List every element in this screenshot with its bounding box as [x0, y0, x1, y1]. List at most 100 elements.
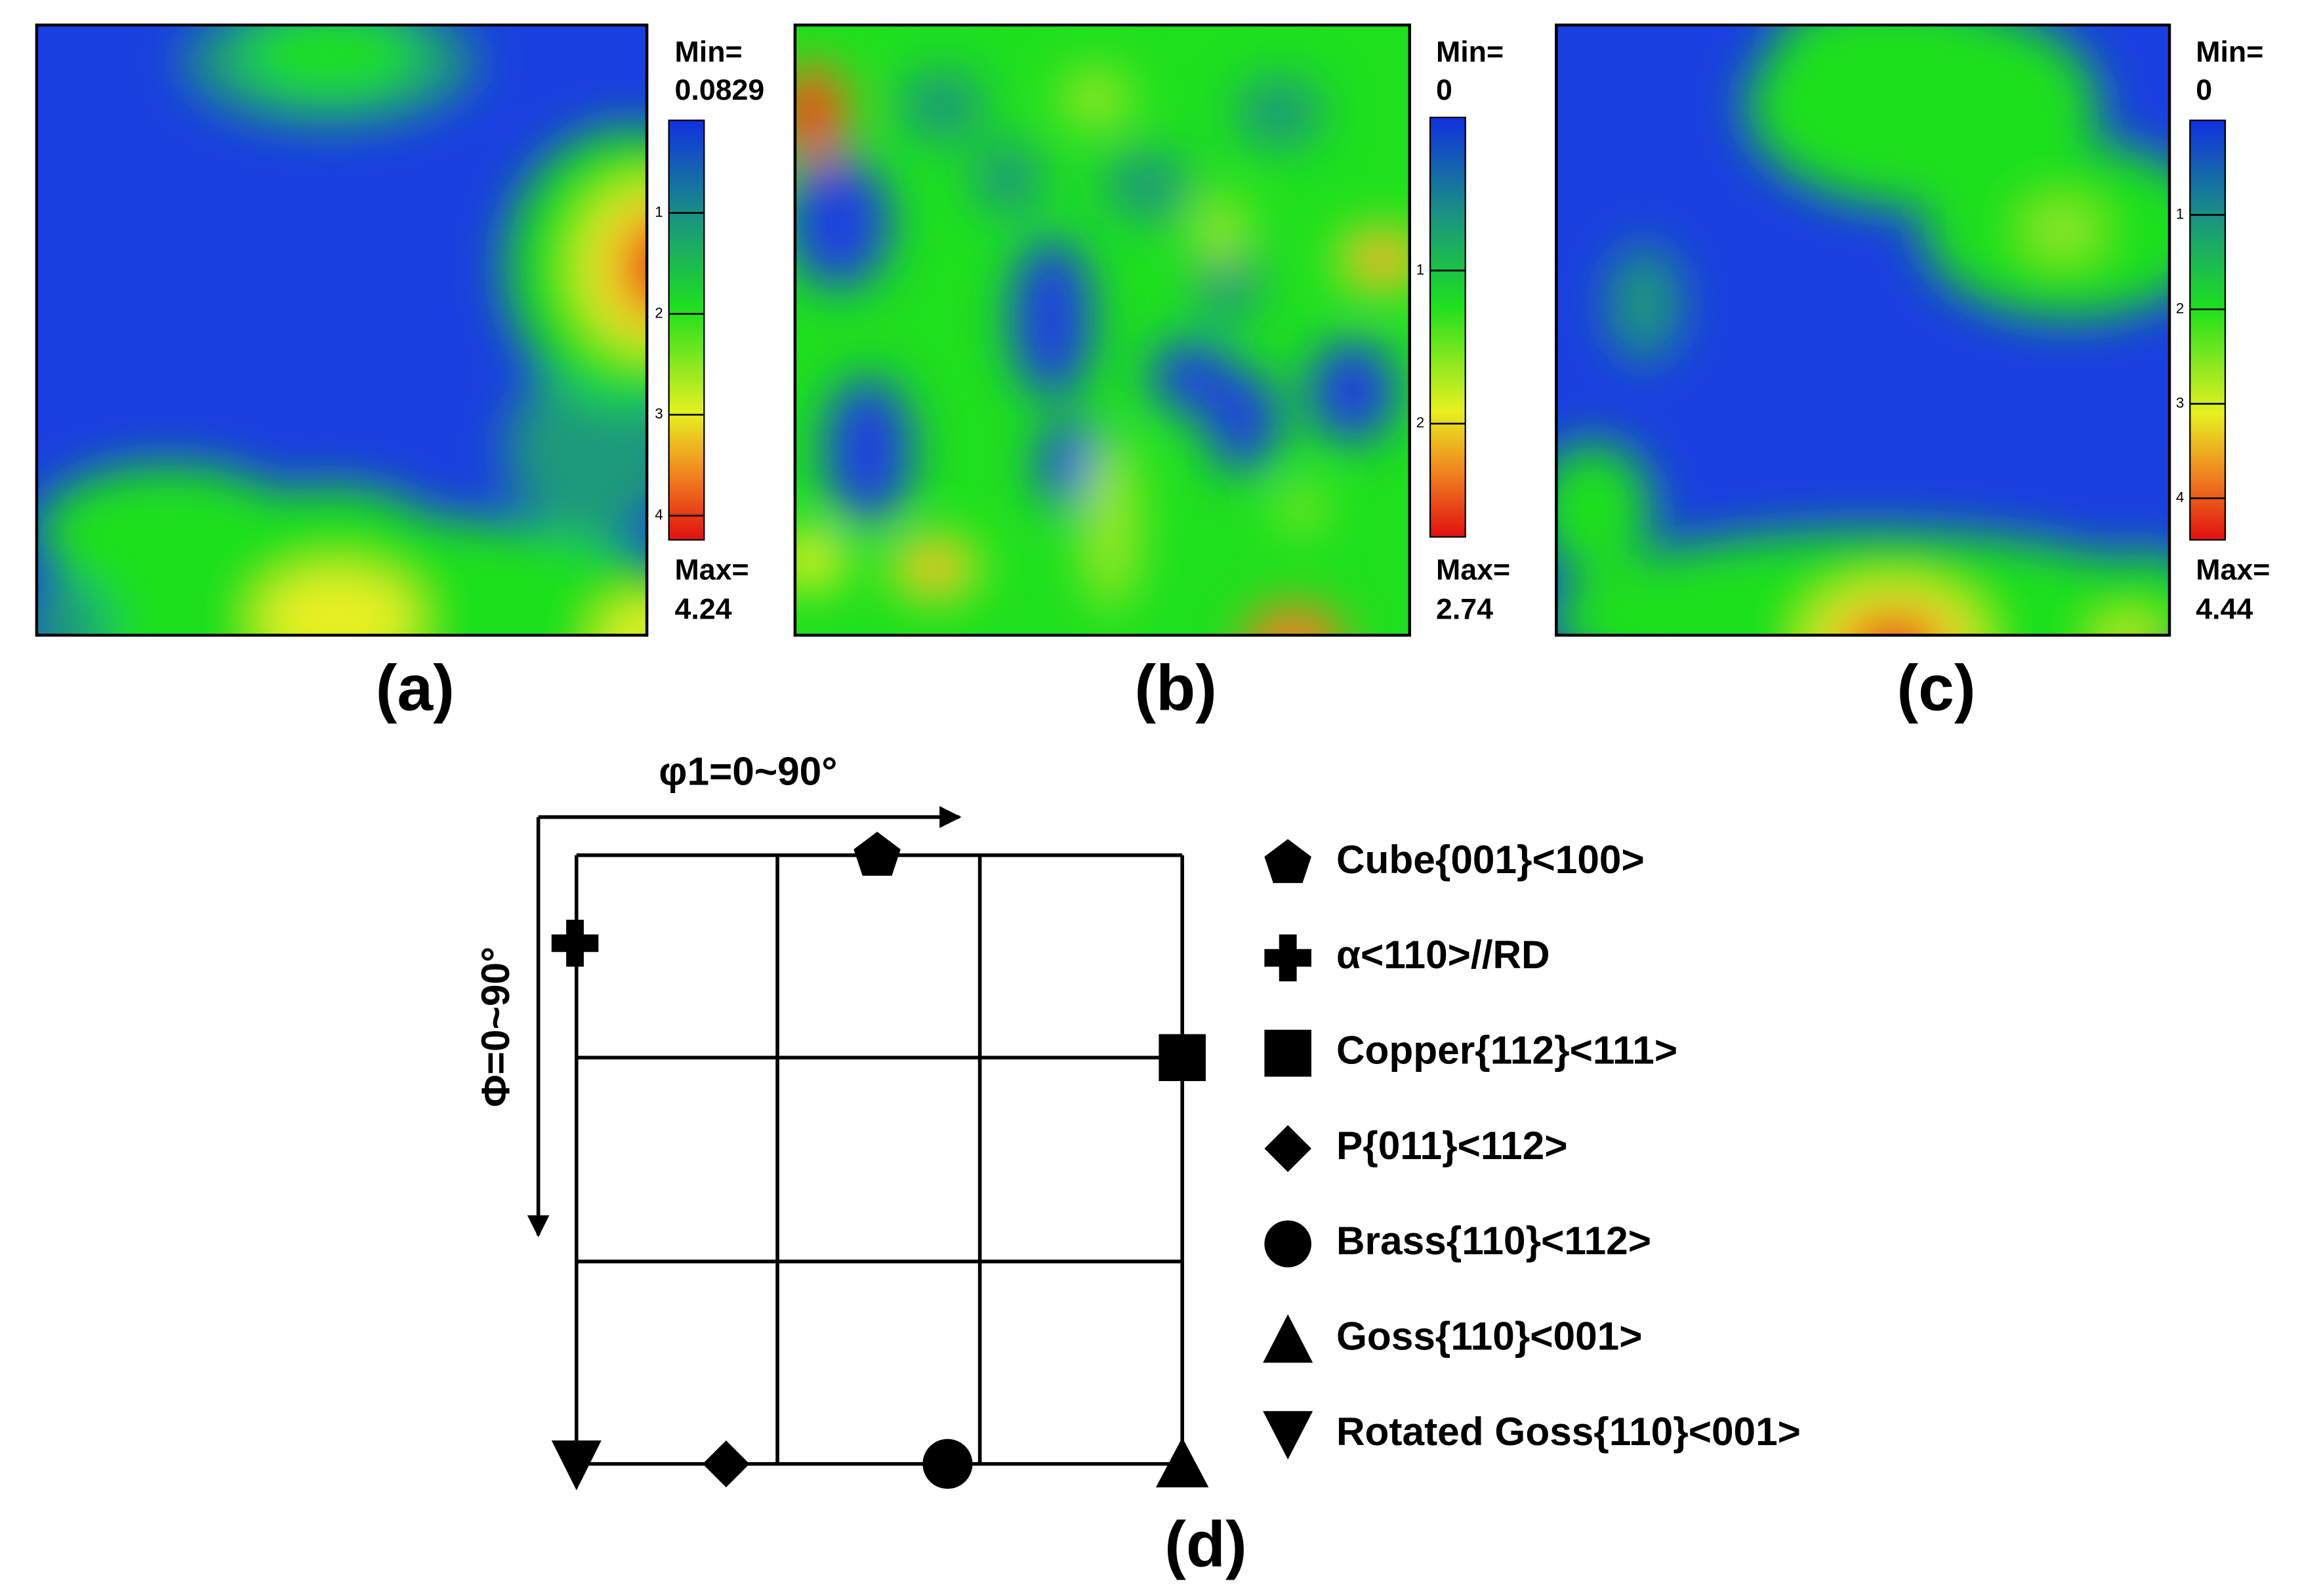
x-axis-label: φ1=0~90° [659, 748, 837, 793]
heatmap-border [1555, 23, 2171, 637]
legend-icon [1263, 1411, 1313, 1460]
brass-marker [922, 1439, 973, 1489]
legend-entry: Rotated Goss{110}<001> [1336, 1409, 1801, 1454]
heat-blob [971, 142, 1045, 216]
diagram-markers [551, 831, 1209, 1490]
legend-entry: Cube{001}<100> [1336, 837, 1645, 882]
min-value: 0 [2196, 74, 2212, 106]
legend-entry: Brass{110}<112> [1336, 1218, 1651, 1263]
panel-label: (d) [1164, 1508, 1247, 1580]
colorbar-tick-label: 4 [655, 506, 663, 523]
max-value: 2.74 [1436, 594, 1493, 626]
legend-icon [1263, 1314, 1313, 1363]
legend: Cube{001}<100> α<110>//RD Copper{112}<111>… [1336, 837, 1801, 1454]
min-label: Min= [1436, 36, 1504, 68]
p-marker [703, 1440, 750, 1488]
panel-label: (b) [1134, 651, 1217, 724]
legend-entry: Goss{110}<001> [1336, 1314, 1643, 1359]
legend-entry: P{011}<112> [1336, 1123, 1568, 1168]
heat-blob [824, 377, 913, 524]
colorbar-tick-label: 2 [1416, 415, 1424, 431]
colorbar-tick-label: 3 [2176, 394, 2184, 411]
heat-blob [794, 531, 847, 590]
legend-entry: Copper{112}<111> [1336, 1028, 1677, 1073]
heat-blob [2025, 203, 2099, 257]
rotated-goss-marker [551, 1440, 602, 1490]
heatmap-field [794, 62, 1410, 636]
legend-entry: α<110>//RD [1336, 932, 1550, 977]
heat-blob [506, 362, 647, 539]
heatmap-field [1556, 25, 2169, 636]
min-label: Min= [675, 36, 743, 68]
heatmap-border [793, 23, 1412, 637]
colorbar-tick-label: 2 [655, 304, 663, 321]
legend-icons [1263, 839, 1313, 1460]
heatmap-field [36, 25, 647, 636]
heat-blob [1205, 369, 1279, 473]
heatmap [36, 25, 647, 636]
heatmap-border [35, 23, 649, 637]
colorbar-tick-label: 1 [655, 203, 663, 220]
heat-blob [257, 567, 419, 636]
colorbar [1429, 116, 1466, 538]
heat-blob [1059, 69, 1133, 128]
max-value: 4.44 [2196, 594, 2253, 626]
legend-icon [1264, 1220, 1311, 1268]
panel-label: (c) [1897, 651, 1975, 724]
heat-blob [1355, 239, 1408, 281]
alpha-marker [551, 920, 599, 967]
heat-blob [36, 582, 110, 636]
max-label: Max= [1436, 554, 1510, 586]
heat-blob [1607, 245, 1681, 363]
heat-blob [1308, 340, 1397, 443]
heat-blob [911, 550, 958, 586]
colorbar [668, 119, 705, 541]
legend-icon [1264, 839, 1311, 884]
min-label: Min= [2196, 36, 2263, 68]
colorbar [2189, 119, 2227, 541]
colorbar-tick-label: 3 [655, 405, 663, 422]
colorbar-tick-label: 1 [1416, 261, 1424, 277]
max-label: Max= [675, 554, 749, 586]
heatmap [794, 25, 1410, 636]
cube-marker [853, 831, 901, 876]
heat-blob [599, 600, 647, 636]
y-axis-label: Φ=0~90° [473, 947, 518, 1107]
colorbar-tick-label: 2 [2176, 300, 2184, 316]
heat-blob [1103, 150, 1191, 223]
goss-marker [1155, 1437, 1209, 1488]
heat-blob [611, 211, 647, 324]
heat-blob [1556, 443, 1652, 575]
legend-icon [1264, 1029, 1311, 1077]
heat-blob [1556, 531, 2169, 636]
colorbar-tick-label: 4 [2176, 489, 2184, 506]
heat-blob [1838, 607, 1950, 636]
heat-blob [1776, 25, 2011, 84]
min-value: 0.0829 [675, 74, 765, 106]
diagram [527, 806, 1184, 1466]
heat-blob [1242, 604, 1345, 636]
heat-blob [2069, 553, 2169, 636]
max-value: 4.24 [675, 594, 732, 626]
copper-marker [1159, 1034, 1206, 1082]
heat-blob [794, 81, 831, 146]
heat-blob [1010, 237, 1093, 399]
legend-icon [1264, 1125, 1311, 1172]
heat-blob [794, 157, 891, 289]
colorbar-tick-label: 1 [2176, 205, 2184, 222]
min-value: 0 [1436, 74, 1452, 106]
heat-blob [1279, 487, 1323, 531]
heat-blob [1235, 76, 1323, 150]
legend-icon [1264, 934, 1311, 981]
heat-blob [241, 25, 419, 98]
heat-blob [1080, 436, 1140, 612]
panel-label: (a) [376, 651, 455, 724]
heatmap [1556, 25, 2169, 636]
max-label: Max= [2196, 554, 2270, 586]
heat-blob [2101, 623, 2156, 636]
heat-blob [1194, 194, 1247, 268]
heat-blob [897, 69, 986, 143]
